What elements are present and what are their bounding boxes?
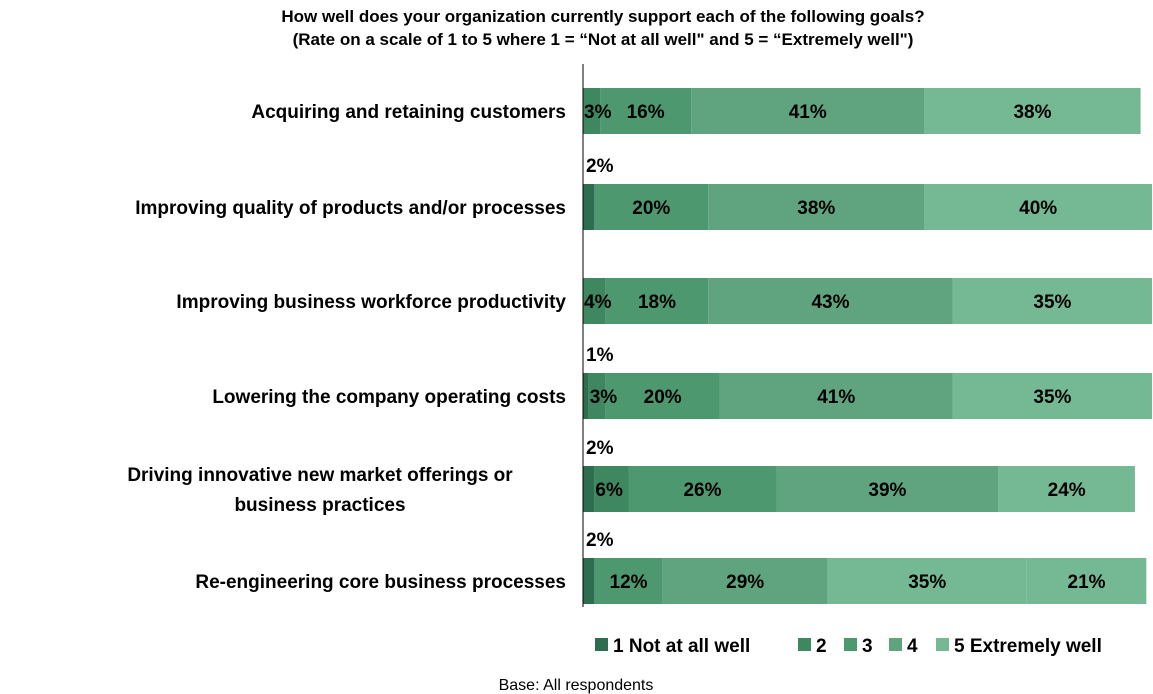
bar-segment bbox=[952, 373, 1152, 419]
category-label: Improving business workforce productivit… bbox=[176, 292, 566, 313]
legend-swatch bbox=[936, 638, 949, 651]
legend: 1 Not at all well 2 3 4 5 Extremely well bbox=[595, 636, 1102, 657]
bar-segment bbox=[588, 373, 606, 419]
data-label: 24% bbox=[1048, 480, 1086, 501]
data-label: 35% bbox=[1033, 292, 1071, 313]
data-label: 41% bbox=[789, 102, 827, 123]
bar-segment bbox=[628, 466, 777, 512]
bar-segments bbox=[583, 88, 1152, 604]
bar-segment bbox=[924, 184, 1152, 230]
data-label: 38% bbox=[797, 198, 835, 219]
footnote: Base: All respondents bbox=[499, 677, 654, 694]
data-label: 1% bbox=[586, 345, 614, 366]
data-label: 2% bbox=[586, 438, 614, 459]
data-label: 2% bbox=[586, 156, 614, 177]
legend-label: 3 bbox=[862, 636, 873, 657]
bar-segment bbox=[708, 184, 925, 230]
data-label: 35% bbox=[908, 572, 946, 593]
legend-label: 1 Not at all well bbox=[613, 636, 750, 657]
chart-title-line: (Rate on a scale of 1 to 5 where 1 = “No… bbox=[293, 30, 914, 49]
data-labels: 3% 16% 41% 38% 2% 20% 38% 40% 4% 18% 43% 35% 1% 3% 20%… bbox=[584, 102, 1106, 593]
category-label: Improving quality of products and/or pro… bbox=[135, 198, 566, 219]
category-label: business practices bbox=[234, 495, 405, 516]
category-label: Acquiring and retaining customers bbox=[251, 102, 566, 123]
data-label: 12% bbox=[610, 572, 648, 593]
bar-segment bbox=[583, 88, 601, 134]
data-label: 29% bbox=[726, 572, 764, 593]
bar-segment bbox=[662, 558, 828, 604]
bar-segment bbox=[952, 278, 1152, 324]
bar-segment bbox=[719, 373, 953, 419]
legend-label: 4 bbox=[907, 636, 918, 657]
bar-segment bbox=[605, 373, 720, 419]
legend-swatch bbox=[844, 638, 857, 651]
data-label: 20% bbox=[632, 198, 670, 219]
bar-segment bbox=[998, 466, 1135, 512]
bar-segment bbox=[583, 278, 606, 324]
data-label: 16% bbox=[627, 102, 665, 123]
bar-segment bbox=[600, 88, 692, 134]
data-label: 43% bbox=[811, 292, 849, 313]
bar-segment bbox=[583, 184, 595, 230]
data-label: 38% bbox=[1013, 102, 1051, 123]
bar-segment bbox=[594, 184, 709, 230]
bar-segment bbox=[594, 466, 629, 512]
bar-segment bbox=[583, 466, 595, 512]
bar-segment bbox=[605, 278, 709, 324]
legend-swatch bbox=[798, 638, 811, 651]
bar-segment bbox=[1026, 558, 1147, 604]
bar-segment bbox=[924, 88, 1141, 134]
bar-segment bbox=[827, 558, 1027, 604]
data-label: 35% bbox=[1033, 387, 1071, 408]
chart-title-line: How well does your organization currentl… bbox=[281, 7, 924, 26]
bar-segment bbox=[776, 466, 999, 512]
data-label: 6% bbox=[595, 480, 623, 501]
data-label: 3% bbox=[590, 387, 618, 408]
bar-segment bbox=[691, 88, 925, 134]
data-label: 21% bbox=[1068, 572, 1106, 593]
data-label: 40% bbox=[1019, 198, 1057, 219]
category-labels: Acquiring and retaining customers Improvi… bbox=[127, 102, 566, 593]
data-label: 2% bbox=[586, 530, 614, 551]
data-label: 20% bbox=[644, 387, 682, 408]
data-label: 3% bbox=[584, 102, 612, 123]
category-label: Lowering the company operating costs bbox=[212, 387, 566, 408]
chart-title: How well does your organization currentl… bbox=[281, 7, 924, 49]
data-label: 4% bbox=[584, 292, 612, 313]
bar-segment bbox=[708, 278, 953, 324]
data-label: 26% bbox=[683, 480, 721, 501]
legend-label: 5 Extremely well bbox=[954, 636, 1102, 657]
data-label: 39% bbox=[868, 480, 906, 501]
category-label: Re-engineering core business processes bbox=[195, 572, 566, 593]
bar-segment bbox=[594, 558, 663, 604]
bar-segment bbox=[583, 373, 589, 419]
category-label: Driving innovative new market offerings … bbox=[127, 465, 513, 486]
bar-segment bbox=[583, 558, 595, 604]
legend-swatch bbox=[889, 638, 902, 651]
data-label: 41% bbox=[817, 387, 855, 408]
legend-label: 2 bbox=[816, 636, 827, 657]
data-label: 18% bbox=[638, 292, 676, 313]
legend-swatch bbox=[595, 638, 608, 651]
